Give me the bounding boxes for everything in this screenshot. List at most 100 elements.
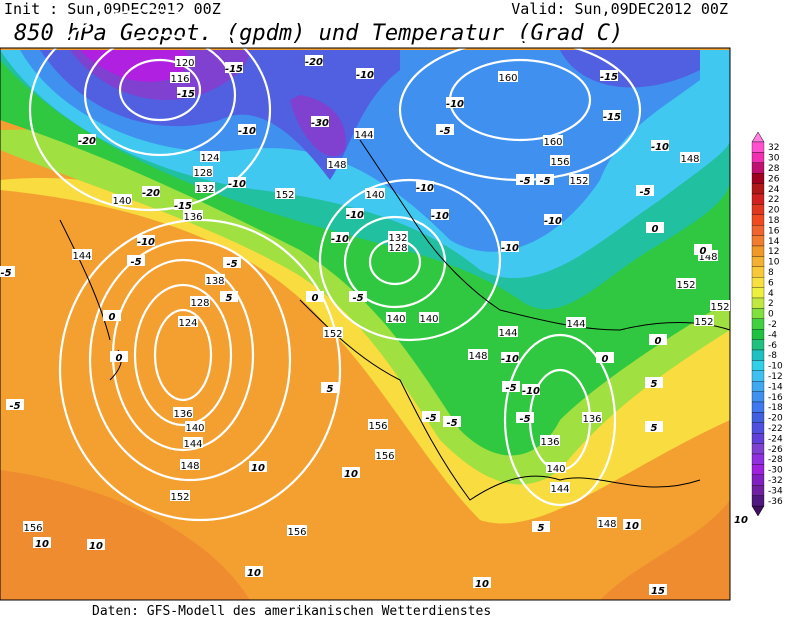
colorbar-label: 14 bbox=[768, 237, 780, 247]
temperature-label: 10 bbox=[251, 463, 265, 474]
temperature-label: -5 bbox=[226, 259, 237, 270]
colorbar-label: 20 bbox=[768, 206, 780, 216]
geopotential-label-box bbox=[676, 278, 696, 289]
temperature-label-box bbox=[238, 124, 256, 135]
geopotential-label-box bbox=[175, 56, 195, 67]
geopotential-label: 148 bbox=[180, 461, 199, 472]
temperature-label-box bbox=[142, 186, 160, 197]
temperature-label: -15 bbox=[177, 89, 195, 100]
temperature-label-box bbox=[331, 232, 349, 243]
geopotential-label: 152 bbox=[275, 190, 294, 201]
temperature-label: -10 bbox=[544, 216, 562, 227]
geopotential-label-box bbox=[680, 152, 700, 163]
colorbar-label: -22 bbox=[768, 424, 783, 434]
colorbar-swatch bbox=[751, 225, 765, 236]
geopotential-label-box bbox=[185, 421, 205, 432]
colorbar-swatch bbox=[751, 173, 765, 184]
colorbar-label: 8 bbox=[768, 268, 774, 278]
colorbar-swatch bbox=[751, 245, 765, 257]
geopotential-label: 138 bbox=[205, 276, 224, 287]
geopotential-label-box bbox=[540, 435, 560, 446]
temperature-label: -5 bbox=[130, 257, 141, 268]
colorbar-swatch bbox=[751, 318, 765, 330]
temperature-label: -5 bbox=[519, 414, 530, 425]
geopotential-label-box bbox=[694, 315, 714, 326]
geopotential-label-box bbox=[710, 300, 730, 311]
temperature-label: -10 bbox=[346, 210, 364, 221]
temperature-label-box bbox=[321, 382, 339, 393]
colorbar-label: 24 bbox=[768, 185, 780, 195]
temperature-label: 5 bbox=[226, 293, 233, 304]
temperature-label-box bbox=[596, 352, 614, 363]
colorbar-swatch bbox=[751, 464, 765, 475]
temperature-label-box bbox=[356, 68, 374, 79]
temperature-label-box bbox=[0, 266, 15, 277]
geopotential-label: 124 bbox=[178, 318, 197, 329]
temperature-label-box bbox=[473, 577, 491, 588]
temperature-label-box bbox=[245, 566, 263, 577]
temperature-label-box bbox=[87, 539, 105, 550]
geopotential-label: 144 bbox=[183, 439, 202, 450]
temperature-label: 5 bbox=[651, 379, 658, 390]
geopotential-label-box bbox=[195, 182, 215, 193]
temperature-label-box bbox=[6, 399, 24, 410]
temperature-label: -15 bbox=[174, 201, 192, 212]
geopotential-label: 132 bbox=[195, 184, 214, 195]
geopotential-label-box bbox=[569, 174, 589, 185]
temperature-label-box bbox=[127, 255, 145, 266]
temperature-label-box bbox=[532, 521, 550, 532]
geopotential-label: 152 bbox=[323, 329, 342, 340]
colorbar-swatch bbox=[751, 401, 765, 413]
geopotential-label-box bbox=[582, 412, 602, 423]
footer-credit: Daten: GFS-Modell des amerikanischen Wet… bbox=[92, 604, 491, 619]
temperature-label: 0 bbox=[602, 354, 609, 365]
contour-labels: 1201161241281321361401441381281241361401… bbox=[0, 55, 750, 597]
geopotential-label-box bbox=[275, 188, 295, 199]
init-time: Init : Sun,09DEC2012 00Z bbox=[4, 0, 221, 18]
geopotential-label: 140 bbox=[112, 196, 131, 207]
temperature-label-box bbox=[110, 351, 128, 362]
temperature-label: -10 bbox=[416, 183, 434, 194]
temperature-label-box bbox=[416, 181, 434, 192]
colorbar-swatch bbox=[751, 141, 765, 153]
geopotential-label-box bbox=[550, 482, 570, 493]
colorbar-swatch bbox=[751, 297, 765, 309]
geopotential-label: 136 bbox=[183, 212, 202, 223]
geopotential-label: 144 bbox=[566, 319, 585, 330]
temperature-label-box bbox=[177, 87, 195, 98]
colorbar-swatch bbox=[751, 183, 765, 195]
colorbar-arrow-top bbox=[751, 131, 765, 143]
colorbar-swatch bbox=[751, 235, 765, 247]
temperature-label-box bbox=[311, 116, 329, 127]
geopotential-label: 128 bbox=[388, 243, 407, 254]
temperature-label: -5 bbox=[439, 126, 450, 137]
colorbar-swatch bbox=[751, 256, 765, 267]
geopotential-label: 160 bbox=[543, 137, 562, 148]
temperature-label: 0 bbox=[116, 353, 123, 364]
geopotential-label: 148 bbox=[327, 160, 346, 171]
geopotential-label-box bbox=[388, 231, 408, 242]
geopotential-label-box bbox=[550, 155, 570, 166]
geopotential-label: 124 bbox=[200, 153, 219, 164]
field-warm bbox=[0, 470, 730, 600]
temperature-label-box bbox=[223, 257, 241, 268]
temperature-label-box bbox=[78, 134, 96, 145]
colorbar-swatch bbox=[751, 266, 765, 278]
colorbar-label: -36 bbox=[768, 497, 783, 507]
colorbar-swatch bbox=[751, 391, 765, 403]
temperature-label-box bbox=[306, 291, 324, 302]
geopotential-label: 140 bbox=[365, 190, 384, 201]
colorbar-swatch bbox=[751, 152, 765, 163]
colorbar-swatch bbox=[751, 287, 765, 299]
colorbar-label: 4 bbox=[768, 289, 774, 299]
colorbar-label: 30 bbox=[768, 154, 780, 164]
geopotential-label-box bbox=[178, 316, 198, 327]
colorbar-label: -4 bbox=[768, 330, 777, 340]
temperature-label-box bbox=[732, 513, 750, 524]
temperature-label-box bbox=[342, 467, 360, 478]
colorbar-label: 32 bbox=[768, 143, 779, 153]
colorbar-label: 22 bbox=[768, 195, 779, 205]
temperature-label-box bbox=[502, 381, 520, 392]
geopotential-label-box bbox=[200, 151, 220, 162]
colorbar-label: 16 bbox=[768, 226, 780, 236]
